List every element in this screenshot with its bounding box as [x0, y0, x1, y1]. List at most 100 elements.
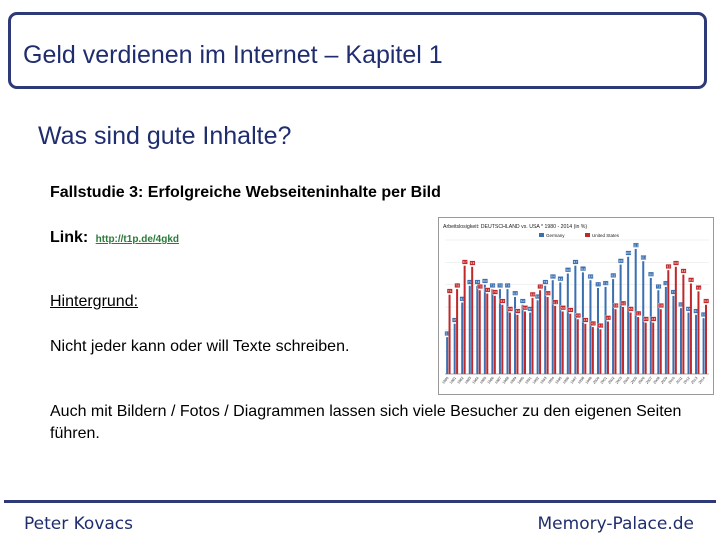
data-label-box: [461, 259, 468, 265]
bar: [649, 277, 652, 374]
bar: [486, 293, 489, 374]
bar: [493, 295, 496, 374]
data-label-box: [620, 300, 627, 306]
data-label-box: [446, 288, 453, 294]
data-label: 4.2: [591, 322, 595, 326]
data-label-box: [512, 290, 519, 296]
tick-label: 1981: [449, 376, 457, 385]
data-label-box: [507, 306, 513, 312]
bar: [463, 265, 466, 374]
data-label: 7.5: [657, 285, 661, 289]
tick-label: 1985: [479, 376, 487, 385]
legend-swatch: [539, 233, 544, 237]
data-label-box: [625, 250, 632, 256]
data-label-box: [482, 278, 488, 284]
bar: [461, 302, 464, 374]
bar: [561, 311, 564, 374]
data-label-box: [617, 258, 624, 264]
tick-label: 2012: [683, 376, 691, 385]
bar: [468, 285, 471, 374]
data-label-box: [665, 264, 672, 269]
data-label: 7.6: [506, 284, 510, 288]
data-label: 7.7: [596, 282, 600, 286]
tick-label: 1997: [570, 376, 578, 385]
data-label-box: [454, 282, 461, 288]
data-label: 6.9: [546, 291, 550, 295]
data-label-box: [492, 289, 498, 295]
bar: [476, 285, 479, 374]
data-label: 4.9: [576, 314, 580, 318]
bar: [514, 296, 517, 374]
data-label-box: [602, 280, 609, 286]
tick-label: 1987: [494, 376, 502, 385]
bar: [521, 304, 524, 374]
tick-label: 1986: [487, 376, 495, 385]
data-label: 8.1: [689, 278, 693, 282]
data-label: 7.6: [491, 284, 495, 288]
bar: [596, 288, 600, 374]
data-label-box: [552, 299, 559, 305]
data-label: 5.5: [529, 307, 533, 311]
data-label-box: [590, 320, 596, 326]
bar: [606, 321, 609, 374]
data-label: 6.2: [501, 299, 505, 303]
data-label-box: [648, 271, 654, 277]
background-heading: Hintergrund:: [50, 293, 139, 310]
data-label: 7.5: [478, 285, 482, 289]
data-label: 11.2: [633, 243, 638, 247]
tick-label: 1980: [441, 376, 449, 385]
bar: [471, 266, 474, 374]
tick-label: 1999: [585, 376, 593, 385]
bar: [622, 307, 625, 374]
data-label-box: [703, 298, 710, 304]
data-label: 8.5: [611, 273, 615, 277]
bar: [559, 282, 562, 374]
data-label-box: [673, 260, 679, 266]
bar: [705, 304, 708, 374]
data-label: 6.8: [531, 292, 535, 296]
bar: [657, 290, 660, 374]
data-label-box: [610, 272, 617, 278]
data-label: 7.5: [538, 285, 542, 289]
bar: [702, 318, 705, 374]
data-label-box: [565, 267, 571, 273]
data-label: 7.6: [498, 284, 502, 288]
tick-label: 1983: [464, 376, 472, 385]
tick-label: 2006: [637, 376, 645, 385]
case-study-link[interactable]: http://t1p.de/4gkd: [95, 234, 180, 245]
data-label-box: [497, 282, 503, 288]
bar: [627, 256, 630, 374]
data-label-box: [650, 316, 657, 322]
data-label: 4.5: [453, 318, 457, 322]
data-label: 5.6: [561, 306, 565, 310]
bar: [629, 312, 632, 374]
bar: [551, 280, 554, 374]
data-label: 6.6: [536, 295, 540, 299]
data-label: 6.1: [554, 300, 558, 304]
bar: [546, 296, 549, 374]
bar: [544, 285, 547, 374]
data-label-box: [514, 308, 521, 314]
bar: [679, 308, 682, 374]
bar: [672, 295, 675, 374]
bar: [478, 290, 481, 374]
footer-site: Memory-Palace.de: [537, 514, 694, 534]
tick-label: 2009: [660, 376, 668, 385]
bar: [674, 266, 677, 374]
data-label-box: [640, 255, 647, 260]
data-label-box: [633, 242, 639, 248]
data-label: 8.2: [559, 277, 563, 281]
tick-label: 2007: [645, 376, 653, 385]
data-label-box: [627, 306, 634, 312]
data-label: 3.3: [446, 332, 450, 336]
data-label-box: [484, 287, 491, 293]
bar: [576, 319, 579, 374]
data-label-box: [680, 268, 687, 274]
data-label: 7.4: [697, 286, 701, 290]
bar: [456, 289, 459, 374]
data-label: 5.5: [687, 307, 691, 311]
legend-swatch: [585, 233, 590, 237]
data-label-box: [519, 298, 526, 304]
tick-label: 2000: [592, 376, 600, 385]
data-label-box: [550, 274, 556, 279]
